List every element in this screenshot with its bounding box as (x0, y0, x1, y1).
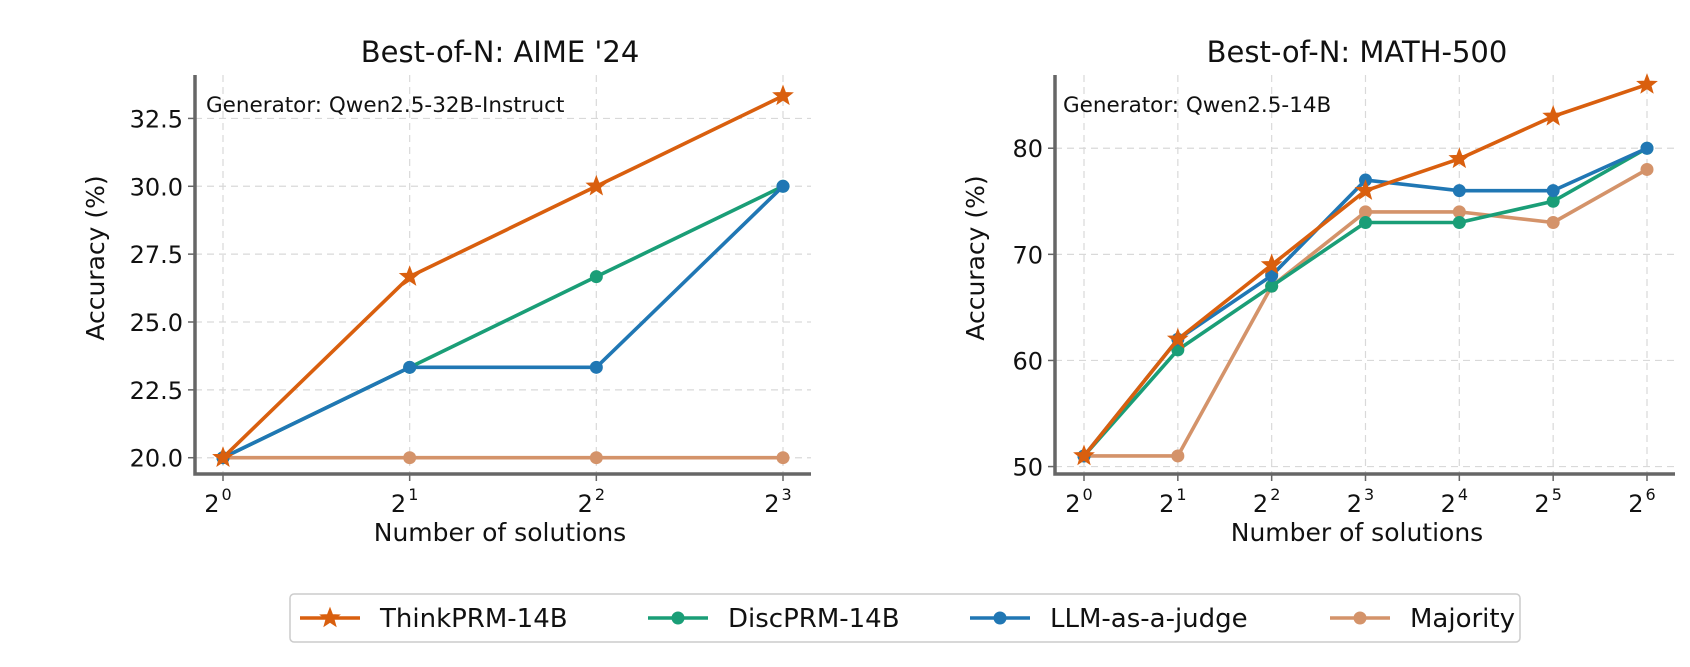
legend-frame (289, 593, 1521, 643)
y-tick-label: 20.0 (130, 445, 183, 473)
grid (1055, 75, 1675, 474)
y-tick-label: 70 (1012, 241, 1043, 269)
y-tick-label: 32.5 (130, 105, 183, 133)
data-point (1171, 343, 1185, 357)
data-point (1166, 327, 1189, 349)
series-thinkprm-14b (212, 84, 794, 467)
data-point (772, 84, 794, 106)
data-point (1636, 73, 1658, 94)
data-point (1452, 216, 1466, 230)
data-point (1640, 162, 1654, 176)
data-point (585, 174, 608, 196)
data-point (1546, 184, 1560, 198)
axis-spines (193, 75, 811, 476)
panel-math500: Best-of-N: MATH-500 Generator: Qwen2.5-1… (961, 35, 1675, 547)
y-tick-label: 30.0 (130, 173, 183, 201)
legend-label: DiscPRM-14B (728, 604, 900, 634)
data-point (212, 446, 234, 467)
data-point (403, 360, 417, 374)
grid (195, 75, 811, 474)
chart-annotation: Generator: Qwen2.5-14B (1063, 93, 1331, 118)
series-line (222, 184, 785, 460)
legend-marker (319, 606, 341, 628)
data-point (398, 265, 421, 286)
chart-annotation: Generator: Qwen2.5-32B-Instruct (206, 93, 564, 118)
legend: ThinkPRM-14B DiscPRM-14B LLM-as-a-judge Maj… (289, 593, 1521, 643)
panel-aime: Best-of-N: AIME '24 Generator: Qwen2.5-3… (81, 35, 811, 547)
data-point (1452, 184, 1466, 198)
legend-label: Majority (1410, 604, 1515, 634)
data-point (1359, 216, 1372, 230)
legend-label: LLM-as-a-judge (1050, 604, 1248, 634)
y-axis-label: Accuracy (%) (961, 175, 990, 340)
x-axis-label: Number of solutions (1231, 518, 1483, 547)
data-point (1546, 216, 1560, 230)
data-point (1542, 104, 1565, 126)
data-point (1640, 141, 1654, 155)
data-point (776, 451, 790, 465)
legend-item: ThinkPRM-14B (300, 604, 568, 634)
data-point (1171, 449, 1185, 463)
data-point (1265, 279, 1279, 293)
chart-title: Best-of-N: MATH-500 (1207, 35, 1508, 69)
y-tick-label: 50 (1012, 454, 1043, 482)
chart-title: Best-of-N: AIME '24 (361, 35, 640, 69)
series-line (221, 94, 784, 460)
data-point (1260, 253, 1283, 275)
x-axis-label: Number of solutions (374, 518, 626, 547)
data-point (589, 360, 603, 374)
data-point (1265, 269, 1279, 283)
y-tick-label: 80 (1012, 135, 1043, 163)
series-thinkprm-14b (1073, 73, 1658, 466)
y-tick-label: 60 (1012, 347, 1043, 375)
data-point (1448, 147, 1471, 169)
series-majority (216, 451, 790, 465)
y-tick-label: 25.0 (130, 309, 183, 337)
data-point (403, 451, 417, 465)
data-point (589, 451, 603, 465)
data-point (1546, 194, 1560, 208)
legend-item: DiscPRM-14B (648, 604, 900, 634)
legend-item: Majority (1330, 604, 1515, 634)
data-point (1452, 205, 1466, 219)
legend-item: LLM-as-a-judge (970, 604, 1248, 634)
legend-marker (671, 611, 685, 625)
y-tick-label: 27.5 (130, 241, 183, 269)
axis-spines (1053, 75, 1675, 476)
data-point (1354, 179, 1377, 200)
data-point (776, 179, 790, 193)
y-axis-label: Accuracy (%) (81, 175, 110, 340)
data-point (1073, 444, 1095, 466)
legend-marker (1353, 611, 1367, 625)
legend-label: ThinkPRM-14B (379, 604, 568, 634)
y-tick-label: 22.5 (130, 377, 183, 405)
data-point (589, 270, 603, 284)
legend-marker (993, 611, 1007, 625)
data-point (1359, 205, 1372, 219)
